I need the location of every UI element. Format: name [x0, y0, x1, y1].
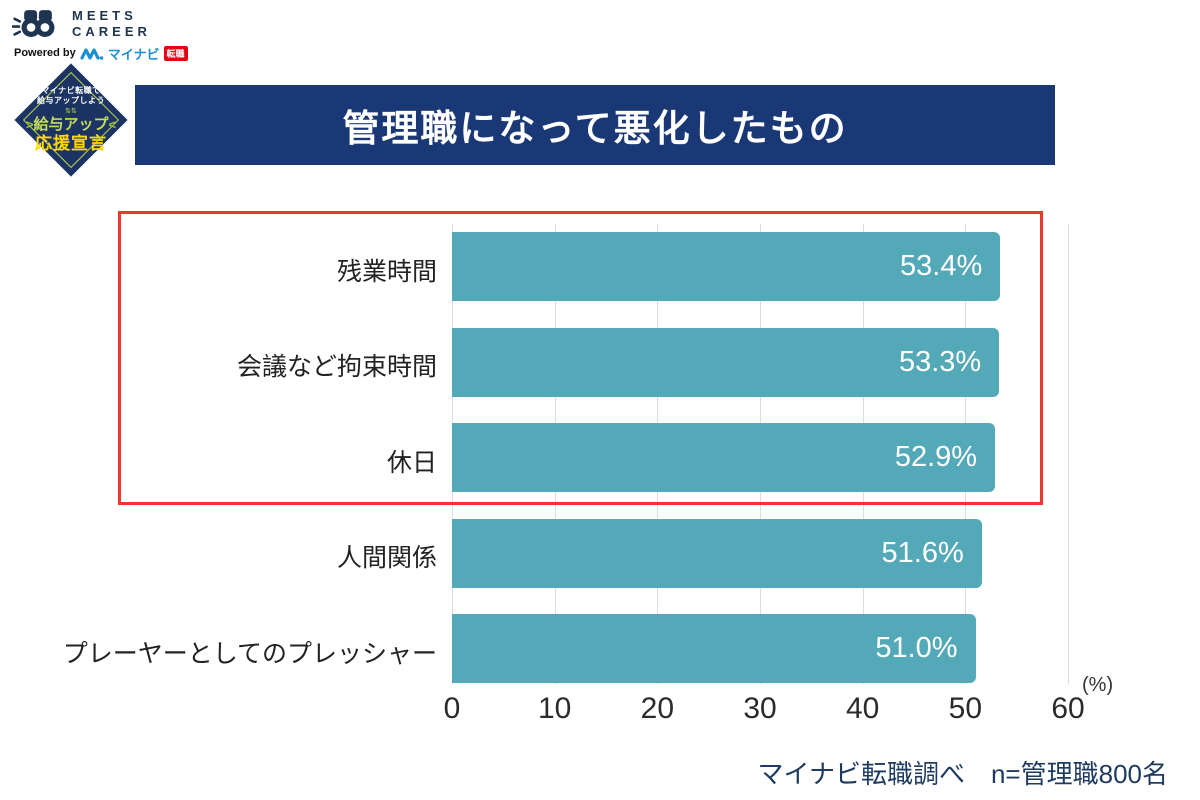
x-tick-label: 10 [537, 692, 572, 725]
x-tick-label: 30 [743, 692, 777, 725]
up-down-arrows-icon: ⇅⇅ [65, 107, 77, 115]
badge-sub-text: 応援宣言 [35, 133, 107, 153]
badge-text: マイナビ転職で 給与アップしよう ⇅⇅ >給与アップ< 応援宣言 [14, 63, 128, 177]
badge-main-text: >給与アップ< [26, 116, 116, 133]
chevron-left-icon: < [108, 117, 117, 133]
salary-up-badge: マイナビ転職で 給与アップしよう ⇅⇅ >給与アップ< 応援宣言 [14, 63, 128, 177]
mynavi-wave-icon [80, 47, 104, 60]
category-label: 残業時間 [336, 257, 437, 286]
source-note: マイナビ転職調べ n=管理職800名 [757, 759, 1168, 789]
chart-title: 管理職になって悪化したもの [342, 108, 848, 149]
binoculars-icon [12, 10, 55, 38]
category-label: 人間関係 [336, 544, 437, 572]
powered-by-row: Powered by マイナビ 転職 [14, 44, 188, 63]
brand-logo: MEETS CAREER [12, 8, 188, 41]
bar-value-label: 51.0% [875, 632, 958, 664]
bar: 52.9% [452, 423, 996, 492]
bar-value-label: 51.6% [881, 536, 964, 569]
x-tick-label: 60 [1051, 692, 1085, 725]
bar: 53.4% [452, 232, 1001, 301]
brand-header: MEETS CAREER Powered by マイナビ 転職 [12, 8, 188, 63]
category-label: 休日 [386, 448, 437, 477]
bar: 51.0% [452, 614, 976, 683]
category-label: 会議など拘束時間 [236, 353, 437, 381]
x-tick-label: 40 [845, 692, 880, 725]
axis-unit-label: (%) [1082, 674, 1114, 696]
bar-value-label: 52.9% [894, 441, 978, 473]
highlight-box [118, 211, 1043, 505]
badge-tagline-line1: マイナビ転職で [41, 85, 101, 95]
bar-value-label: 53.4% [900, 250, 983, 282]
mynavi-wordmark: マイナビ [107, 46, 160, 62]
bar: 51.6% [452, 518, 982, 588]
gridline [1068, 224, 1069, 684]
x-tick-label: 0 [443, 692, 461, 725]
bar: 53.3% [452, 327, 1000, 397]
brand-name-line1: MEETS [72, 8, 137, 23]
tenshoku-tag: 転職 [163, 45, 188, 61]
category-label: プレーヤーとしてのプレッシャー [62, 639, 437, 668]
badge-main-label: 給与アップ [33, 116, 109, 134]
powered-by-label: Powered by [14, 47, 76, 59]
x-tick-label: 50 [948, 692, 983, 725]
x-tick-label: 20 [640, 692, 675, 725]
bar-value-label: 53.3% [898, 345, 982, 378]
chevron-right-icon: > [25, 117, 34, 133]
badge-tagline-line2: 給与アップしよう [37, 96, 105, 106]
chart-title-bar: 管理職になって悪化したもの [135, 85, 1055, 165]
brand-name-line2: CAREER [72, 24, 151, 40]
